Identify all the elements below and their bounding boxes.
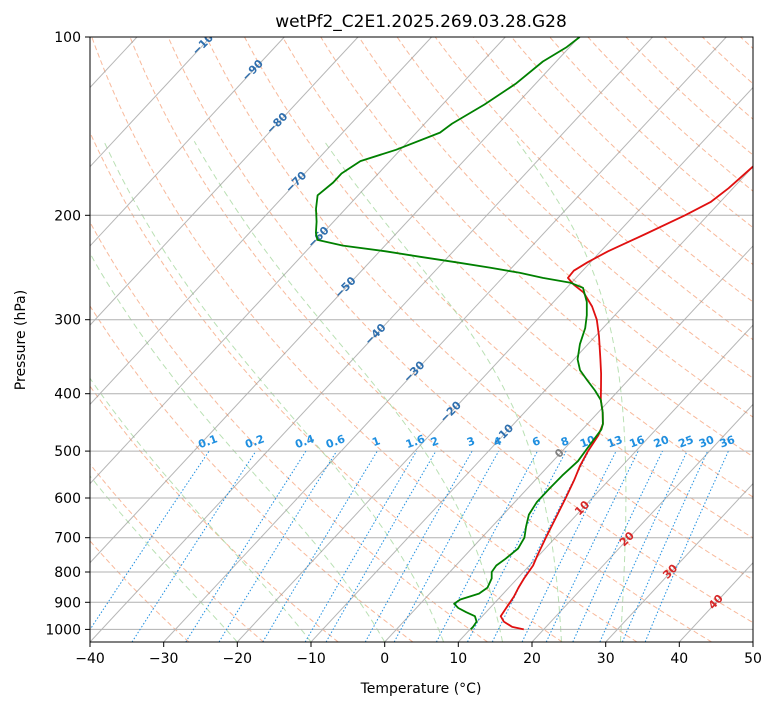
- x-tick-label: 50: [744, 651, 762, 667]
- mixing-ratio-line: [90, 450, 210, 631]
- x-tick-label: −10: [296, 651, 326, 667]
- dry-adiabat-line: [282, 37, 753, 498]
- isotherm-line: [310, 165, 753, 642]
- isotherm-line: [90, 37, 432, 406]
- mixing-ratio-label: 3: [465, 434, 477, 449]
- mixing-ratio-label: 16: [628, 433, 647, 451]
- y-tick-label: 300: [54, 313, 81, 329]
- x-axis-label: Temperature (°C): [360, 681, 482, 697]
- mixing-ratio-line: [644, 450, 729, 642]
- mixing-ratio-line: [599, 450, 688, 642]
- dry-adiabat-line: [129, 37, 712, 642]
- dry-adiabat-line: [90, 221, 488, 642]
- isotherms: [90, 37, 753, 642]
- x-tick-label: −40: [75, 651, 105, 667]
- dry-adiabat-line: [90, 131, 563, 642]
- mixing-ratio-label: 6: [530, 434, 542, 449]
- y-tick-label: 500: [54, 444, 81, 460]
- mixing-ratio-line: [185, 450, 307, 642]
- mixing-ratio-line: [364, 450, 473, 642]
- dry-adiabat-line: [90, 385, 339, 642]
- y-tick-label: 700: [54, 531, 81, 547]
- dry-adiabat-line: [91, 37, 638, 642]
- dry-adiabat-line: [90, 463, 264, 642]
- isotherm-line: [384, 245, 753, 642]
- mixing-ratio-label: 8: [559, 434, 571, 449]
- mixing-ratio-label: 20: [652, 433, 671, 451]
- isotherm-line: [531, 403, 753, 642]
- x-tick-label: −30: [149, 651, 179, 667]
- mixing-ratio-label: 2: [429, 434, 441, 449]
- mixing-ratio-label: 1: [370, 434, 382, 449]
- isotherm-line: [90, 37, 359, 326]
- mixing-ratio-line: [218, 450, 338, 642]
- mixing-ratio-line: [262, 450, 378, 642]
- mixing-ratio-line: [621, 450, 709, 642]
- plot-frame: [89, 36, 754, 643]
- x-axis-ticks: −40 −30 −20 −10 0 10 20 30 40 50: [75, 642, 762, 667]
- y-axis-ticks: 100 200 300 400 500 600 700 800 900 1000: [45, 30, 90, 638]
- y-tick-label: 400: [54, 387, 81, 403]
- mixing-ratio-line: [572, 450, 663, 642]
- y-tick-label: 600: [54, 491, 81, 507]
- mixing-ratio-label: 1.6: [404, 432, 427, 451]
- x-tick-label: 0: [380, 651, 389, 667]
- isotherm-line: [605, 482, 753, 642]
- isotherm-line: [457, 324, 753, 642]
- chart-title: wetPf2_C2E1.2025.269.03.28.G28: [275, 12, 567, 32]
- mixing-ratio-line: [491, 450, 590, 642]
- sounding-profiles: [315, 37, 753, 631]
- dry-adiabat-line: [167, 37, 753, 624]
- isotherm-line: [163, 37, 727, 642]
- dry-adiabat-line: [90, 540, 190, 642]
- dry-adiabat-line: [358, 37, 753, 418]
- isotherm-line: [90, 37, 285, 247]
- isotherm-line: [90, 37, 653, 642]
- mixing-ratio-label: 0.4: [293, 432, 316, 451]
- isotherm-line: [90, 37, 211, 168]
- x-tick-label: 10: [449, 651, 467, 667]
- isotherm-line: [90, 37, 506, 485]
- x-tick-label: 30: [597, 651, 615, 667]
- mixing-ratio-label: 0.1: [197, 432, 220, 451]
- mixing-ratio-label: 36: [718, 433, 737, 451]
- x-tick-label: 40: [670, 651, 688, 667]
- y-tick-label: 1000: [45, 622, 81, 638]
- x-tick-label: −20: [223, 651, 253, 667]
- plot-area: −100−90−80−70−60−50−40−30−20−10010203040…: [90, 37, 753, 642]
- y-tick-label: 900: [54, 595, 81, 611]
- y-tick-label: 800: [54, 565, 81, 581]
- dry-adiabat-line: [320, 37, 753, 458]
- mixing-ratio-line: [131, 450, 257, 642]
- isotherm-line: [90, 37, 580, 564]
- y-tick-label: 100: [54, 30, 81, 46]
- mixing-ratio-lines: [90, 450, 729, 642]
- mixing-ratio-line: [435, 450, 538, 642]
- y-tick-label: 200: [54, 208, 81, 224]
- dewpoint-profile: [315, 37, 604, 631]
- temperature-profile: [499, 165, 753, 631]
- dry-adiabat-line: [473, 37, 753, 303]
- dry-adiabat-line: [434, 37, 753, 341]
- mixing-ratio-line: [545, 450, 639, 642]
- mixing-ratio-label: 25: [677, 433, 696, 450]
- mixing-ratio-label: 0.2: [243, 432, 266, 451]
- y-axis-label: Pressure (hPa): [13, 290, 29, 390]
- mixing-ratio-label: 30: [697, 433, 716, 451]
- mixing-ratio-line: [393, 450, 500, 642]
- pressure-gridlines: [90, 37, 753, 630]
- mixing-ratio-label: 0.6: [324, 432, 347, 451]
- x-tick-label: 20: [523, 651, 541, 667]
- isotherm-line: [236, 86, 753, 642]
- mixing-ratio-label: 10: [578, 433, 597, 451]
- mixing-ratio-label: 4: [492, 434, 504, 449]
- mixing-ratio-label: 13: [605, 433, 624, 450]
